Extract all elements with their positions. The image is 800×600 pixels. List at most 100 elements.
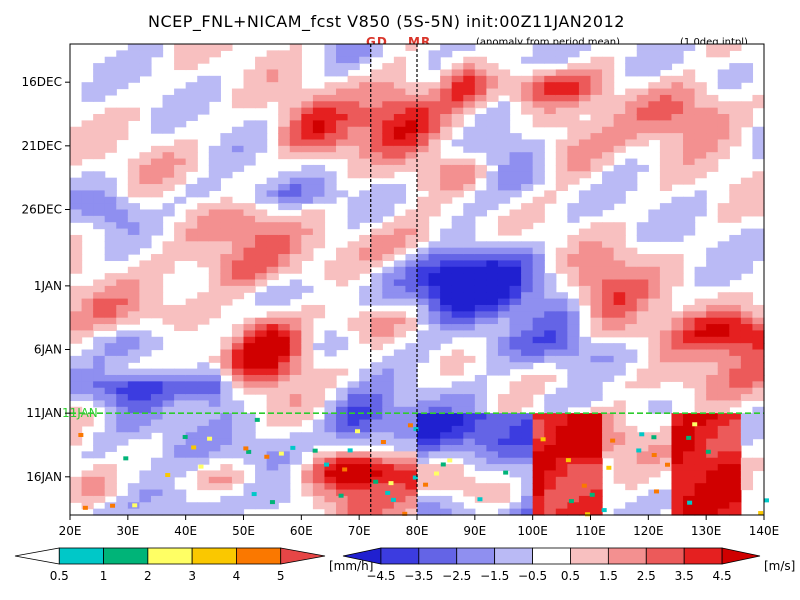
field-cell — [185, 400, 198, 408]
field-cell — [417, 94, 430, 102]
field-cell — [752, 425, 765, 433]
field-cell — [451, 476, 464, 484]
field-cell — [440, 75, 453, 83]
field-cell — [174, 247, 187, 255]
field-cell — [150, 184, 164, 191]
field-cell — [648, 444, 661, 452]
field-cell — [590, 355, 603, 363]
field-cell — [509, 349, 522, 357]
field-cell — [324, 88, 337, 96]
precip-cell — [290, 445, 296, 450]
field-cell — [127, 381, 140, 389]
field-cell — [659, 330, 673, 338]
field-cell — [463, 330, 476, 338]
field-cell — [81, 470, 94, 478]
field-cell — [220, 279, 233, 287]
field-cell — [636, 502, 649, 510]
field-cell — [590, 285, 603, 293]
field-cell — [255, 502, 268, 510]
field-cell — [521, 82, 534, 90]
field-cell — [463, 164, 476, 172]
field-cell — [567, 432, 580, 440]
field-cell — [116, 196, 129, 204]
y-tick-label: 26DEC — [22, 202, 62, 216]
field-cell — [278, 222, 291, 230]
field-cell — [694, 457, 707, 465]
field-cell — [521, 152, 534, 160]
field-cell — [659, 44, 673, 51]
field-cell — [243, 209, 256, 217]
field-cell — [162, 120, 175, 128]
field-cell — [116, 502, 129, 510]
field-cell — [162, 432, 175, 440]
field-cell — [336, 254, 349, 262]
field-cell — [220, 44, 233, 51]
field-cell — [197, 50, 210, 58]
field-cell — [312, 196, 326, 204]
field-cell — [243, 483, 256, 491]
field-cell — [70, 476, 83, 484]
field-cell — [567, 101, 580, 109]
field-cell — [301, 152, 314, 160]
field-cell — [544, 374, 557, 382]
field-cell — [243, 362, 256, 370]
field-cell — [740, 114, 754, 121]
field-cell — [220, 158, 233, 166]
field-cell — [370, 470, 383, 478]
field-cell — [405, 400, 418, 408]
field-cell — [104, 56, 117, 64]
field-cell — [625, 133, 638, 141]
field-cell — [255, 196, 268, 204]
field-cell — [81, 311, 94, 319]
field-cell — [116, 304, 129, 312]
field-cell — [382, 139, 395, 147]
field-cell — [509, 292, 522, 300]
field-cell — [127, 158, 140, 166]
field-cell — [116, 63, 129, 71]
field-cell — [127, 285, 140, 293]
field-cell — [393, 495, 407, 503]
field-cell — [174, 432, 187, 440]
field-cell — [451, 177, 464, 185]
field-cell — [509, 451, 522, 459]
field-cell — [509, 215, 522, 223]
field-cell — [463, 126, 476, 134]
field-cell — [509, 133, 522, 141]
field-cell — [197, 311, 210, 319]
field-cell — [174, 158, 187, 166]
field-cell — [197, 451, 210, 459]
field-cell — [255, 133, 268, 141]
field-cell — [278, 406, 291, 414]
field-cell — [301, 464, 314, 472]
field-cell — [359, 336, 372, 344]
field-cell — [440, 44, 453, 51]
field-cell — [81, 374, 94, 382]
field-cell — [174, 368, 187, 376]
field-cell — [567, 298, 580, 306]
field-cell — [521, 413, 534, 421]
field-cell — [255, 56, 268, 64]
field-cell — [613, 241, 626, 249]
field-cell — [220, 381, 233, 389]
field-cell — [359, 457, 372, 465]
field-cell — [289, 190, 302, 198]
field-cell — [70, 489, 83, 497]
field-cell — [752, 406, 765, 414]
field-cell — [174, 470, 187, 478]
field-cell — [509, 145, 522, 153]
field-cell — [636, 222, 649, 230]
field-cell — [185, 139, 198, 147]
field-cell — [208, 425, 221, 433]
field-cell — [683, 196, 696, 204]
field-cell — [336, 152, 349, 160]
field-cell — [150, 215, 164, 223]
field-cell — [289, 145, 302, 153]
field-cell — [197, 400, 210, 408]
field-cell — [451, 324, 464, 332]
x-tick-label: 100E — [517, 524, 548, 538]
field-cell — [104, 336, 117, 344]
field-cell — [278, 394, 291, 402]
field-cell — [440, 285, 453, 293]
field-cell — [671, 451, 684, 459]
field-cell — [497, 260, 511, 268]
